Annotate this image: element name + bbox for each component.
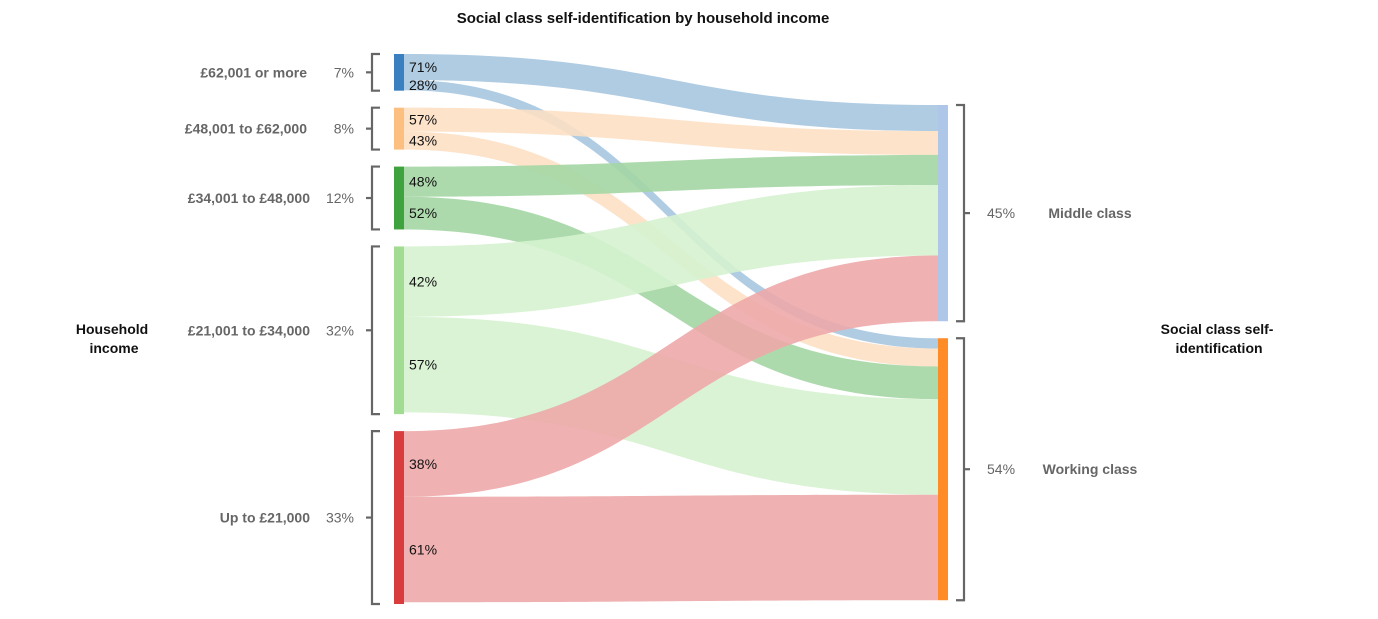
share-up-to-21-000: 33% xyxy=(326,510,354,526)
left-axis-title-line-2: income xyxy=(89,340,138,356)
flow-label-21-001-to-34-000-middle-class: 42% xyxy=(409,274,437,290)
labels-layer: 71% 28% 57% 43% 48% 52% 42% 57% 38% 61% 7% £62,001 … xyxy=(185,59,1138,558)
label-middle-class: Middle class xyxy=(1048,205,1131,221)
share-48-001-to-62-000: 8% xyxy=(334,121,354,137)
right-axis-title-line-1: Social class self- xyxy=(1161,321,1274,337)
flow-label-up-to-21-000-middle-class: 38% xyxy=(409,456,437,472)
flows-layer xyxy=(404,54,938,603)
flow-label-48-001-to-62-000-middle-class: 57% xyxy=(409,112,437,128)
flow-62-001-or-more-to-middle-class xyxy=(404,54,938,132)
label-working-class: Working class xyxy=(1043,461,1138,477)
bracket-middle-class xyxy=(956,103,966,323)
share-34-001-to-48-000: 12% xyxy=(326,190,354,206)
flow-48-001-to-62-000-to-middle-class xyxy=(404,107,938,155)
nodes-layer xyxy=(366,52,970,606)
left-axis-title: Household income xyxy=(76,321,152,356)
flow-62-001-or-more-to-working-class xyxy=(404,80,938,349)
bracket-up-to-21-000 xyxy=(370,430,380,606)
flow-up-to-21-000-to-working-class xyxy=(404,494,938,603)
flow-label-34-001-to-48-000-working-class: 52% xyxy=(409,205,437,221)
bracket-62-001-or-more xyxy=(370,52,380,92)
node-48-001-to-62-000 xyxy=(394,107,404,150)
left-axis-title-line-1: Household xyxy=(76,321,148,337)
flow-label-62-001-or-more-working-class: 28% xyxy=(409,77,437,93)
bracket-working-class xyxy=(956,337,966,602)
label-21-001-to-34-000: £21,001 to £34,000 xyxy=(188,322,310,338)
bracket-21-001-to-34-000 xyxy=(370,245,380,416)
flow-label-up-to-21-000-working-class: 61% xyxy=(409,542,437,558)
bracket-34-001-to-48-000 xyxy=(370,165,380,231)
node-62-001-or-more xyxy=(394,54,404,91)
label-34-001-to-48-000: £34,001 to £48,000 xyxy=(188,190,310,206)
node-middle-class xyxy=(938,105,948,322)
flow-label-62-001-or-more-middle-class: 71% xyxy=(409,59,437,75)
flow-label-21-001-to-34-000-working-class: 57% xyxy=(409,357,437,373)
share-21-001-to-34-000: 32% xyxy=(326,322,354,338)
flow-label-34-001-to-48-000-middle-class: 48% xyxy=(409,174,437,190)
node-working-class xyxy=(938,338,948,601)
flow-label-48-001-to-62-000-working-class: 43% xyxy=(409,133,437,149)
node-34-001-to-48-000 xyxy=(394,166,404,230)
label-48-001-to-62-000: £48,001 to £62,000 xyxy=(185,121,307,137)
label-up-to-21-000: Up to £21,000 xyxy=(220,510,310,526)
node-21-001-to-34-000 xyxy=(394,246,404,415)
chart-title: Social class self-identification by hous… xyxy=(457,10,830,27)
flow-up-to-21-000-to-middle-class xyxy=(404,255,938,497)
bracket-48-001-to-62-000 xyxy=(370,106,380,151)
right-axis-title-line-2: identification xyxy=(1175,340,1262,356)
flow-21-001-to-34-000-to-middle-class xyxy=(404,185,938,317)
share-62-001-or-more: 7% xyxy=(334,64,354,80)
share-middle-class: 45% xyxy=(987,205,1015,221)
flow-34-001-to-48-000-to-middle-class xyxy=(404,154,938,197)
right-axis-title: Social class self- identification xyxy=(1161,321,1278,356)
label-62-001-or-more: £62,001 or more xyxy=(200,64,307,80)
share-working-class: 54% xyxy=(987,461,1015,477)
node-up-to-21-000 xyxy=(394,431,404,604)
